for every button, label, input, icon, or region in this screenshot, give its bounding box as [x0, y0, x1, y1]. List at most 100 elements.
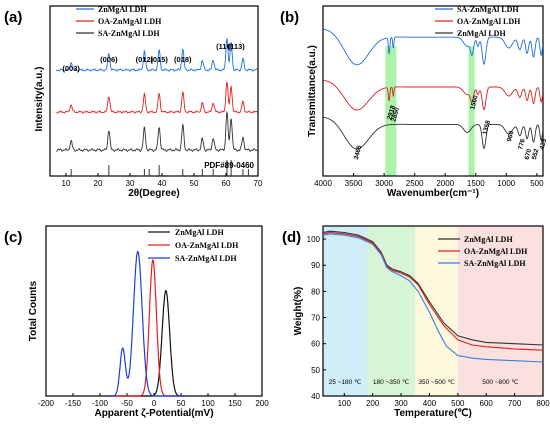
panel-d-ytick-label: 100 [307, 235, 321, 244]
panel-d-xtick-label: 700 [508, 399, 522, 408]
highlight-band [468, 46, 475, 176]
panel-c-xtick-label: 150 [228, 399, 242, 408]
region-band [415, 226, 458, 396]
region-label: 25 ~180 ℃ [329, 379, 362, 386]
region-label: 180 ~350 ℃ [373, 379, 410, 386]
legend-label: ZnMgAl LDH [98, 5, 147, 14]
panel-label: (a) [4, 9, 22, 26]
legend-label: SA-ZnMgAl LDH [464, 259, 526, 268]
legend-label: ZnMgAl LDH [457, 29, 506, 38]
series-line [322, 233, 544, 363]
panel-label: (b) [280, 9, 299, 26]
series-line [323, 28, 544, 66]
panel-b-xtick-label: 2000 [436, 179, 454, 188]
panel-d-ytick-label: 80 [311, 287, 320, 296]
region-label: 350 ~500 ℃ [418, 379, 455, 386]
panel-a-xtick-label: 30 [126, 179, 135, 188]
peak-label: (012) [136, 55, 154, 64]
panel-a-xtick-label: 60 [222, 179, 231, 188]
peak-label: (003) [62, 64, 80, 73]
panel-b-frame [322, 5, 544, 177]
legend-label: SA-ZnMgAl LDH [98, 29, 160, 38]
panel-b: (b) 4000 3500 3000 2500 2000 1500 1000 500 Wavenu… [280, 5, 548, 199]
peak-label: (018) [174, 55, 192, 64]
panel-c-xtick-label: 50 [177, 399, 186, 408]
series-line [56, 81, 258, 114]
legend-label: SA-ZnMgAl LDH [457, 5, 519, 14]
series-line [56, 110, 258, 153]
panel-d-ytick-label: 90 [311, 261, 320, 270]
panel-a-frame [49, 5, 259, 177]
peak-annotation: 960 [506, 130, 516, 143]
panel-d-ytick-label: 70 [311, 314, 320, 323]
peak-annotation: 425 [539, 138, 549, 151]
series-line [322, 231, 544, 351]
panel-a-xtick-label: 50 [190, 179, 199, 188]
panel-c-xtick-label: 100 [201, 399, 215, 408]
panel-c-xtick-label: -50 [121, 399, 133, 408]
legend-label: OA-ZnMgAl LDH [457, 17, 521, 26]
panel-d-xtick-label: 500 [451, 399, 465, 408]
panel-d-xtick-label: 300 [394, 399, 408, 408]
reference-label: PDF#89-0460 [204, 161, 254, 170]
panel-d-ytick-label: 60 [311, 340, 320, 349]
legend-label: ZnMgAl LDH [464, 235, 513, 244]
x-axis-title: Apparent ζ-Potential(mV) [94, 408, 213, 419]
series-line [56, 37, 258, 72]
panel-d-xtick-label: 400 [423, 399, 437, 408]
legend-label: OA-ZnMgAl LDH [98, 17, 162, 26]
panel-c-frame [45, 225, 263, 397]
peak-annotation: 1358 [482, 119, 493, 135]
panel-c-xtick-label: 0 [152, 399, 157, 408]
panel-a: (a) 10 20 30 40 50 60 70 2θ(Degree) Intensity(a.u… [4, 5, 263, 199]
peak-annotation: 2850 [390, 106, 401, 122]
panel-c: (c) -200 -150 -100 -50 0 50 100 150 200 Apparent ζ… [4, 225, 269, 419]
panel-a-xtick-label: 20 [94, 179, 103, 188]
panel-a-xtick-label: 10 [62, 179, 71, 188]
panel-a-xtick-label: 70 [254, 179, 263, 188]
panel-b-xtick-label: 3000 [375, 179, 393, 188]
panel-b-xtick-label: 1500 [467, 179, 485, 188]
series-line [323, 117, 544, 150]
y-axis-title: Transmittance(a.u.) [307, 45, 318, 137]
y-axis-title: Total Counts [28, 280, 39, 341]
legend-label: ZnMgAl LDH [175, 228, 224, 237]
panel-c-xtick-label: 200 [255, 399, 269, 408]
panel-c-xtick-label: -200 [38, 399, 55, 408]
y-axis-title: Intensity(a.u.) [34, 66, 45, 131]
panel-b-xtick-label: 1000 [497, 179, 515, 188]
legend-label: OA-ZnMgAl LDH [464, 247, 528, 256]
region-band [457, 226, 543, 396]
panel-b-xtick-label: 4000 [314, 179, 332, 188]
peak-annotation: 3465 [353, 144, 364, 160]
x-axis-title: Wavenumber(cm⁻¹) [387, 188, 479, 199]
panel-d-xtick-label: 800 [536, 399, 550, 408]
panel-b-xtick-label: 3500 [345, 179, 363, 188]
panel-d-xtick-label: 600 [480, 399, 494, 408]
region-band [323, 226, 367, 396]
peak-annotation: 776 [517, 138, 527, 151]
panel-c-xtick-label: -150 [65, 399, 82, 408]
panel-b-xtick-label: 500 [530, 179, 544, 188]
panel-d-ytick-label: 50 [311, 366, 320, 375]
peak-label: (015) [150, 55, 168, 64]
y-axis-title: Weight(%) [293, 287, 304, 336]
x-axis-title: Temperature(℃) [394, 408, 472, 419]
panel-a-xtick-label: 40 [158, 179, 167, 188]
peak-annotation: 670 [524, 148, 534, 161]
panel-c-xtick-label: -100 [92, 399, 109, 408]
series-line [105, 250, 187, 397]
panel-d-frame [322, 225, 544, 397]
region-label: 500 ~800 ℃ [482, 379, 519, 386]
peak-annotation: 552 [531, 148, 541, 161]
series-line [322, 230, 544, 346]
panel-label: (d) [282, 229, 301, 246]
legend-label: OA-ZnMgAl LDH [175, 241, 239, 250]
panel-d: (d) 25 ~180 ℃ 180 ~350 ℃ 350 ~500 ℃ 500 ~800… [282, 225, 550, 419]
highlight-band [385, 46, 397, 176]
series-line [323, 80, 544, 111]
panel-d-xtick-label: 100 [338, 399, 352, 408]
legend-label: SA-ZnMgAl LDH [175, 254, 237, 263]
panel-d-ytick-label: 40 [311, 392, 320, 401]
